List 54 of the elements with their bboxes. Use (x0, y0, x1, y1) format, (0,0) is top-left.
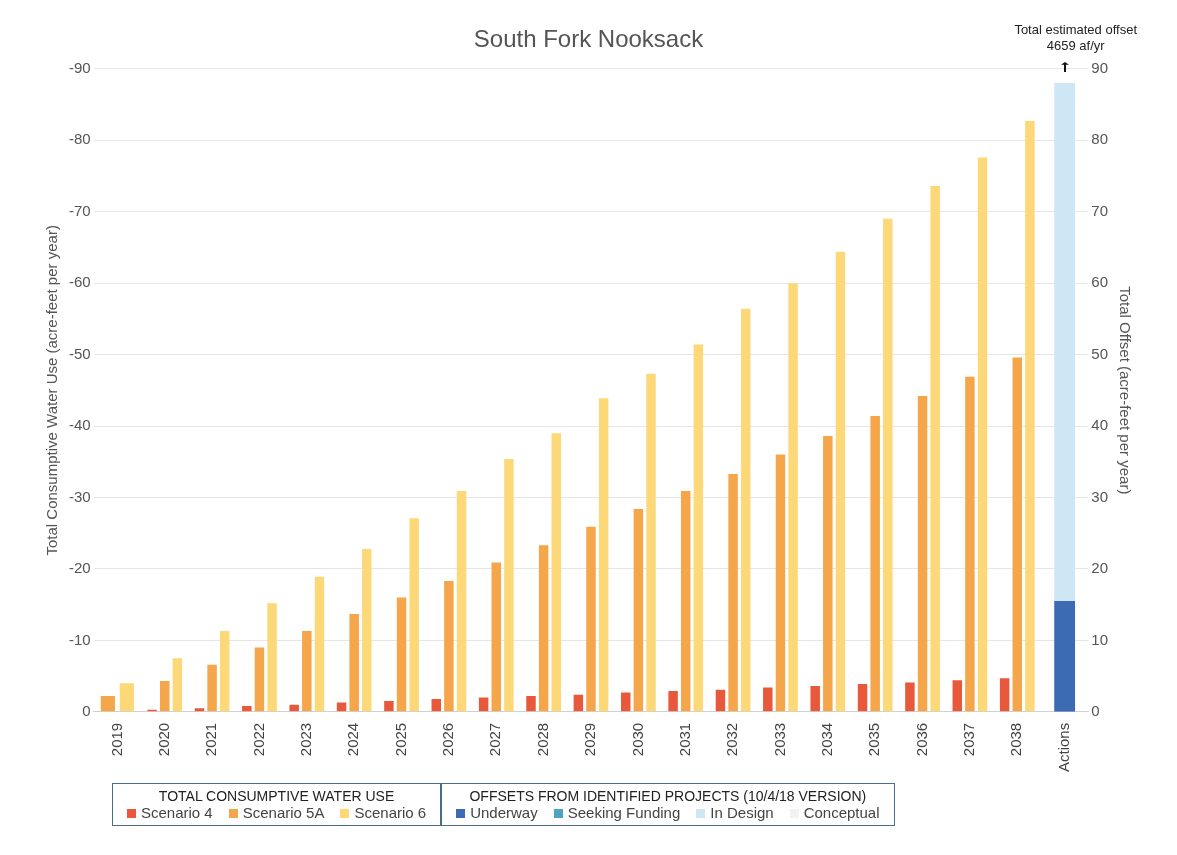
y-tick-label: 0 (82, 701, 91, 719)
x-tick-label: 2023 (296, 722, 314, 757)
text: OFFSETS FROM IDENTIFIED PROJECTS (10/4/18 VERSION) (468, 788, 868, 804)
y2-tick-label: 80 (1091, 130, 1108, 148)
y-tick-label: -70 (68, 201, 91, 219)
x-tick-label: 2032 (723, 722, 741, 757)
legend-label: Scenario 4 (140, 804, 213, 821)
x-tick-label: 2038 (1007, 722, 1025, 757)
y-tick-label: -80 (68, 130, 91, 148)
y2-axis-title: Total Offset (acre-feet per year) (1116, 286, 1134, 495)
x-tick-label: 2019 (107, 722, 125, 757)
x-tick-label: 2028 (533, 722, 551, 757)
y-axis-title: Total Consumptive Water Use (acre-feet per year) (43, 225, 61, 556)
y-tick-label: -90 (68, 58, 91, 76)
legend-label: Scenario 6 (353, 804, 427, 821)
y-tick-label: -40 (68, 416, 91, 434)
x-tick-label: 2036 (912, 722, 930, 757)
x-tick-label: 2021 (202, 722, 220, 757)
y-tick-label: -60 (68, 273, 91, 291)
y2-tick-label: 50 (1091, 344, 1108, 362)
legend-label: Seeking Funding (566, 804, 681, 821)
legend-label: Conceptual (802, 804, 880, 821)
x-tick-label: 2034 (817, 722, 835, 757)
x-tick-label: 2026 (439, 722, 457, 757)
y-tick-label: -10 (68, 630, 91, 648)
x-tick-label: 2025 (391, 722, 409, 757)
y2-tick-label: 10 (1091, 630, 1108, 648)
y-tick-label: -30 (68, 487, 91, 505)
x-tick-label: 2037 (960, 722, 978, 757)
x-tick-label: 2024 (344, 722, 362, 757)
legend-label: Scenario 5A (241, 804, 325, 821)
x-tick-label: 2029 (581, 722, 599, 757)
text: TOTAL CONSUMPTIVE WATER USE (157, 788, 396, 804)
chart-title: South Fork Nooksack (473, 25, 705, 53)
y2-tick-label: 90 (1091, 58, 1108, 76)
x-tick-label: 2020 (154, 722, 172, 757)
y2-tick-label: 0 (1091, 701, 1100, 719)
y-tick-label: -50 (68, 344, 91, 362)
x-tick-label: 2031 (675, 722, 693, 757)
x-tick-label: 2035 (865, 722, 883, 757)
y2-tick-label: 70 (1091, 201, 1108, 219)
y2-tick-label: 20 (1091, 559, 1108, 577)
y2-tick-label: 30 (1091, 487, 1108, 505)
x-tick-label: 2033 (770, 722, 788, 757)
x-tick-label: 2027 (486, 722, 504, 757)
legend-label: In Design (709, 804, 774, 821)
text: Total estimated offset 4659 af/yr (1014, 22, 1137, 54)
legend-label: Underway (469, 804, 538, 821)
x-tick-label: 2022 (249, 722, 267, 757)
y2-tick-label: 40 (1091, 416, 1108, 434)
y-tick-label: -20 (68, 559, 91, 577)
x-tick-label: Actions (1054, 722, 1072, 773)
x-tick-label: 2030 (628, 722, 646, 757)
y2-tick-label: 60 (1091, 273, 1108, 291)
